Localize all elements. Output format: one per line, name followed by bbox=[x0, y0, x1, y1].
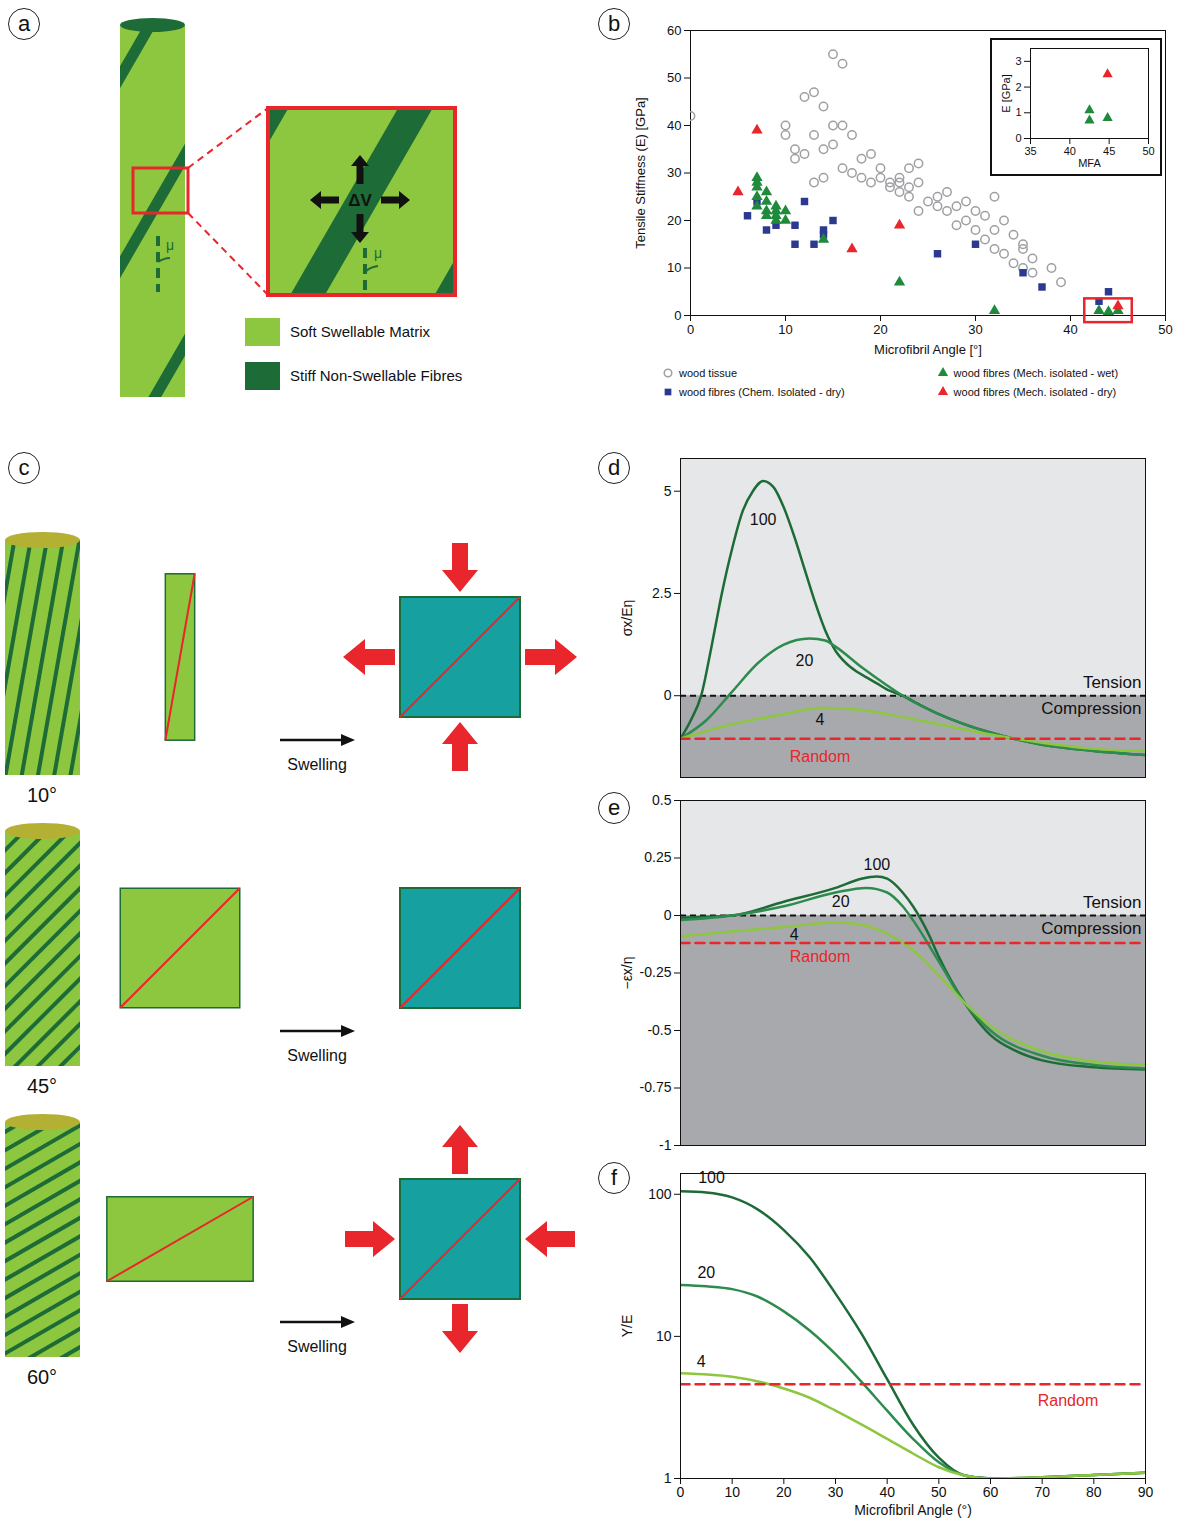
svg-text:35: 35 bbox=[1024, 145, 1036, 157]
svg-text:100: 100 bbox=[648, 1186, 672, 1202]
svg-text:20: 20 bbox=[697, 1264, 715, 1281]
svg-text:50: 50 bbox=[931, 1484, 947, 1500]
html-text:e: e bbox=[607, 795, 621, 820]
html-text:wood fibres (Mech. isolated -: wood fibres (Mech. isolated - dry) bbox=[953, 385, 1117, 398]
svg-text:20: 20 bbox=[667, 213, 681, 228]
svg-text:Y/E: Y/E bbox=[619, 1315, 635, 1338]
svg-text:Compression: Compression bbox=[1041, 699, 1141, 718]
svg-text:Swelling: Swelling bbox=[287, 1047, 347, 1064]
svg-text:10: 10 bbox=[724, 1484, 740, 1500]
svg-text:100: 100 bbox=[698, 1169, 725, 1186]
svg-text:4: 4 bbox=[816, 711, 825, 728]
svg-text:40: 40 bbox=[879, 1484, 895, 1500]
svg-text:Compression: Compression bbox=[1041, 919, 1141, 938]
svg-text:0.25: 0.25 bbox=[644, 849, 671, 865]
svg-text:40: 40 bbox=[1064, 145, 1076, 157]
svg-text:40: 40 bbox=[667, 118, 681, 133]
svg-text:0: 0 bbox=[664, 907, 672, 923]
svg-text:10°: 10° bbox=[27, 784, 57, 806]
svg-text:45: 45 bbox=[1103, 145, 1115, 157]
svg-text:Stiff Non-Swellable Fibres: Stiff Non-Swellable Fibres bbox=[290, 367, 462, 384]
svg-text:4: 4 bbox=[790, 926, 799, 943]
html-text:c: c bbox=[18, 455, 30, 480]
svg-text:5: 5 bbox=[664, 483, 672, 499]
svg-text:Tension: Tension bbox=[1083, 893, 1142, 912]
svg-text:E [GPa]: E [GPa] bbox=[1000, 74, 1012, 113]
svg-text:Microfibril Angle [°]: Microfibril Angle [°] bbox=[874, 342, 982, 357]
svg-text:90: 90 bbox=[1138, 1484, 1154, 1500]
svg-text:50: 50 bbox=[667, 70, 681, 85]
svg-text:0.5: 0.5 bbox=[652, 792, 672, 808]
svg-text:45°: 45° bbox=[27, 1075, 57, 1097]
html-text:b: b bbox=[607, 11, 621, 36]
svg-text:0: 0 bbox=[687, 322, 694, 337]
html-text:d: d bbox=[607, 455, 621, 480]
svg-text:1: 1 bbox=[1015, 106, 1021, 118]
svg-text:30: 30 bbox=[968, 322, 982, 337]
svg-text:MFA: MFA bbox=[1078, 157, 1101, 169]
svg-text:70: 70 bbox=[1034, 1484, 1050, 1500]
html-text:wood fibres (Mech. isolated -: wood fibres (Mech. isolated - wet) bbox=[953, 366, 1119, 379]
svg-text:60: 60 bbox=[983, 1484, 999, 1500]
svg-text:10: 10 bbox=[778, 322, 792, 337]
svg-text:30: 30 bbox=[667, 165, 681, 180]
svg-text:10: 10 bbox=[667, 260, 681, 275]
svg-text:60°: 60° bbox=[27, 1366, 57, 1388]
svg-text:Random: Random bbox=[790, 948, 850, 965]
svg-text:0: 0 bbox=[677, 1484, 685, 1500]
svg-text:-0.5: -0.5 bbox=[647, 1022, 671, 1038]
html-text:wood fibres (Chem. Isolated -: wood fibres (Chem. Isolated - dry) bbox=[679, 385, 845, 398]
svg-text:20: 20 bbox=[796, 652, 814, 669]
svg-text:2: 2 bbox=[1015, 81, 1021, 93]
svg-text:20: 20 bbox=[776, 1484, 792, 1500]
svg-text:σx/Eη: σx/Eη bbox=[619, 600, 635, 637]
svg-text:μ: μ bbox=[166, 237, 174, 253]
svg-text:40: 40 bbox=[1063, 322, 1077, 337]
svg-text:Microfibril Angle (°): Microfibril Angle (°) bbox=[854, 1502, 972, 1518]
svg-text:ΔV: ΔV bbox=[348, 191, 372, 210]
svg-text:60: 60 bbox=[667, 23, 681, 38]
svg-text:−εx/η: −εx/η bbox=[619, 956, 635, 989]
svg-text:Swelling: Swelling bbox=[287, 1338, 347, 1355]
svg-text:100: 100 bbox=[863, 856, 890, 873]
svg-text:μ: μ bbox=[374, 245, 382, 261]
svg-text:50: 50 bbox=[1142, 145, 1154, 157]
svg-text:-0.75: -0.75 bbox=[640, 1079, 672, 1095]
svg-text:Soft Swellable Matrix: Soft Swellable Matrix bbox=[290, 323, 431, 340]
svg-text:Swelling: Swelling bbox=[287, 756, 347, 773]
svg-text:Random: Random bbox=[1038, 1392, 1098, 1409]
svg-text:-0.25: -0.25 bbox=[640, 964, 672, 980]
svg-text:3: 3 bbox=[1015, 55, 1021, 67]
svg-text:Tension: Tension bbox=[1083, 673, 1142, 692]
svg-text:Random: Random bbox=[790, 748, 850, 765]
svg-text:4: 4 bbox=[697, 1353, 706, 1370]
svg-text:10: 10 bbox=[656, 1328, 672, 1344]
svg-text:0: 0 bbox=[1015, 132, 1021, 144]
svg-text:0: 0 bbox=[664, 687, 672, 703]
svg-text:30: 30 bbox=[828, 1484, 844, 1500]
svg-text:Tensile Stiffness (E) [GPa]: Tensile Stiffness (E) [GPa] bbox=[633, 97, 648, 249]
svg-text:100: 100 bbox=[750, 511, 777, 528]
svg-text:2.5: 2.5 bbox=[652, 585, 672, 601]
html-text:f: f bbox=[610, 1165, 618, 1190]
html-text:wood tissue: wood tissue bbox=[679, 366, 738, 379]
svg-text:-1: -1 bbox=[659, 1137, 672, 1153]
svg-text:20: 20 bbox=[832, 893, 850, 910]
html-text:a: a bbox=[17, 11, 31, 36]
svg-text:20: 20 bbox=[873, 322, 887, 337]
svg-text:1: 1 bbox=[664, 1470, 672, 1486]
svg-text:0: 0 bbox=[674, 308, 681, 323]
svg-text:50: 50 bbox=[1158, 322, 1172, 337]
svg-text:80: 80 bbox=[1086, 1484, 1102, 1500]
